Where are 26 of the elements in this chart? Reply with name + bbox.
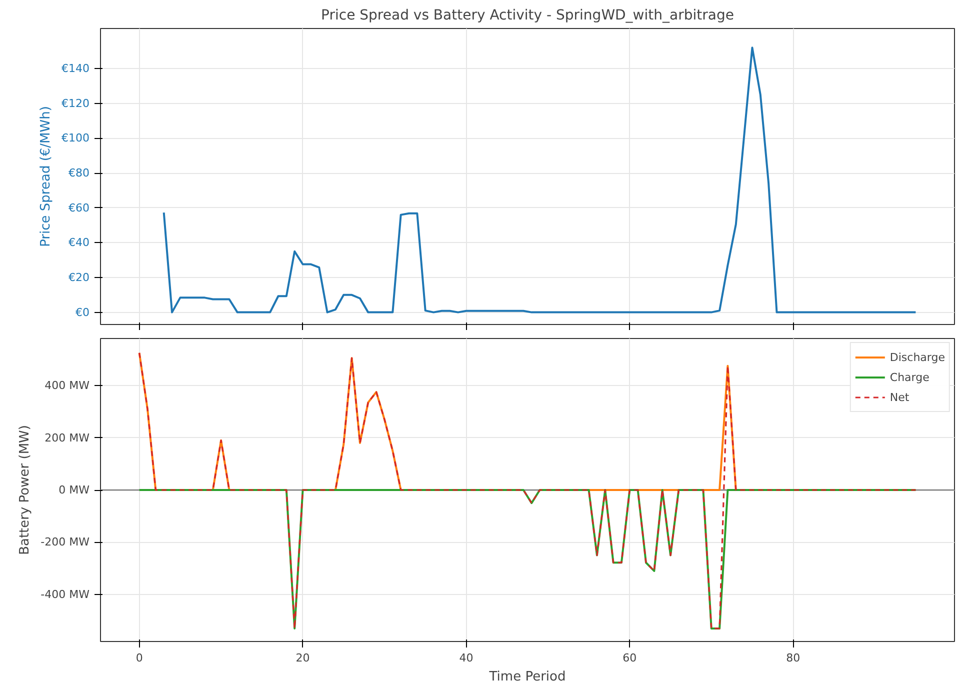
x-tick-label: 0 xyxy=(136,652,143,664)
y-tick-label: €120 xyxy=(62,96,90,110)
x-tick-label: 80 xyxy=(786,652,800,664)
y-tick-label: €0 xyxy=(76,306,90,319)
y-tick-label: €60 xyxy=(68,201,90,214)
chart-title: Price Spread vs Battery Activity - SpringWD_with_arbitrage xyxy=(321,8,734,24)
y-tick-label: 200 MW xyxy=(44,431,90,444)
legend-label: Charge xyxy=(890,370,930,384)
y-tick-label: €100 xyxy=(62,132,90,145)
legend-label: Discharge xyxy=(890,350,945,364)
legend-label: Net xyxy=(890,390,910,404)
y-tick-label: -400 MW xyxy=(40,588,90,601)
y-tick-label: -200 MW xyxy=(40,536,90,549)
y-tick-label: 400 MW xyxy=(44,379,90,392)
x-tick-label: 60 xyxy=(622,652,637,664)
x-tick-label: 20 xyxy=(296,652,310,664)
x-axis-title: Time Period xyxy=(488,670,566,684)
y-axis-title: Battery Power (MW) xyxy=(18,425,33,555)
y-axis-title: Price Spread (€/MWh) xyxy=(38,106,54,247)
y-tick-label: 0 MW xyxy=(58,484,90,496)
x-tick-label: 40 xyxy=(459,652,474,664)
y-tick-label: €140 xyxy=(62,62,90,76)
y-tick-label: €20 xyxy=(68,270,90,284)
y-tick-label: €40 xyxy=(68,236,90,250)
y-tick-label: €80 xyxy=(68,166,90,180)
line-series xyxy=(162,46,917,314)
